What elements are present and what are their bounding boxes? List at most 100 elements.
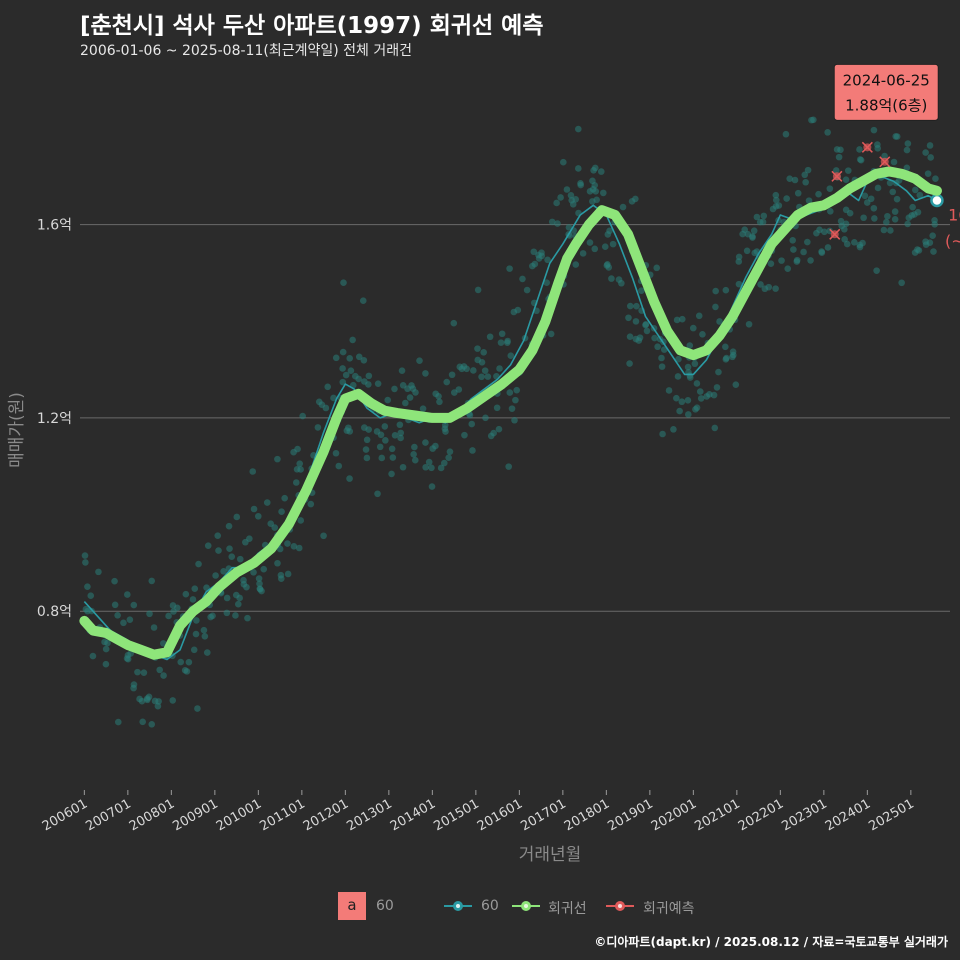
transaction-point: [212, 572, 219, 579]
transaction-point: [503, 339, 511, 346]
transaction-point: [658, 363, 666, 370]
x-tick-label: 202201: [736, 796, 786, 834]
transaction-point: [600, 189, 607, 197]
transaction-point: [632, 318, 640, 325]
transaction-point: [233, 513, 241, 521]
transaction-point: [104, 639, 111, 647]
transaction-point: [891, 215, 899, 223]
transaction-point: [824, 244, 832, 251]
transaction-point: [146, 610, 153, 618]
transaction-point: [924, 170, 932, 177]
transaction-point: [844, 167, 852, 174]
transaction-point: [842, 176, 850, 183]
transaction-point: [543, 279, 551, 286]
transaction-point: [124, 651, 132, 659]
transaction-point: [484, 373, 492, 380]
transaction-point: [873, 267, 880, 274]
transaction-point: [557, 194, 564, 201]
transaction-point: [399, 463, 407, 471]
transaction-point: [529, 262, 536, 270]
transaction-point: [292, 479, 300, 486]
transaction-point: [278, 508, 285, 516]
transaction-point: [478, 359, 486, 366]
transaction-point: [632, 195, 639, 203]
latest-point-marker: [930, 193, 944, 208]
transaction-point: [605, 264, 613, 271]
transaction-point: [307, 500, 315, 508]
transaction-point: [697, 395, 705, 402]
transaction-point: [340, 279, 347, 287]
transaction-point: [84, 583, 91, 590]
transaction-point: [887, 227, 894, 234]
transaction-point: [255, 575, 263, 582]
transaction-point: [908, 212, 916, 219]
transaction-point: [761, 285, 769, 293]
transaction-point: [860, 214, 867, 222]
transaction-point: [859, 239, 866, 247]
x-tick-label: 201001: [214, 796, 264, 834]
transaction-point: [388, 445, 396, 453]
transaction-point: [638, 287, 645, 294]
transaction-point: [352, 372, 359, 380]
transaction-point: [246, 535, 253, 542]
transaction-point: [342, 371, 350, 379]
transaction-point: [194, 705, 201, 712]
transaction-point: [519, 275, 526, 283]
transaction-point: [782, 130, 790, 138]
transaction-point: [402, 399, 409, 407]
transaction-point: [347, 367, 355, 375]
transaction-point: [398, 367, 406, 375]
x-tick-label: 201901: [605, 796, 655, 834]
transaction-point: [391, 432, 399, 439]
transaction-point: [884, 212, 891, 220]
transaction-point: [365, 426, 372, 433]
transaction-point: [478, 373, 485, 381]
transaction-point: [495, 425, 503, 433]
transaction-point: [592, 188, 600, 195]
transaction-point: [511, 416, 518, 424]
transaction-point: [783, 195, 790, 202]
transaction-point: [626, 333, 634, 340]
x-tick-label: 201801: [562, 796, 612, 834]
transaction-point: [339, 365, 346, 372]
transaction-point: [904, 140, 912, 147]
transaction-point: [735, 253, 743, 261]
transaction-point: [260, 565, 268, 573]
transaction-point: [189, 596, 197, 603]
transaction-point: [692, 406, 699, 413]
transaction-point: [160, 672, 167, 679]
transaction-point: [498, 330, 506, 338]
transaction-point: [470, 367, 477, 374]
transaction-point: [140, 669, 148, 676]
transaction-point: [711, 424, 719, 432]
transaction-point: [703, 393, 711, 400]
transaction-point: [929, 232, 936, 239]
transaction-point: [915, 247, 923, 254]
transaction-point: [455, 386, 463, 393]
transaction-point: [821, 228, 828, 236]
transaction-point: [632, 335, 640, 343]
transaction-point: [130, 601, 138, 609]
transaction-point: [710, 391, 718, 399]
transaction-point: [481, 367, 489, 374]
transaction-point: [363, 454, 371, 462]
tooltip-price: 1.88억(6층): [845, 96, 927, 114]
transaction-point: [256, 580, 263, 587]
y-tick-label: 1.2억: [37, 411, 72, 427]
transaction-point: [837, 146, 844, 154]
transaction-point: [440, 459, 448, 467]
transaction-point: [284, 570, 292, 578]
x-tick-label: 202501: [866, 796, 916, 834]
transaction-point: [867, 195, 875, 203]
transaction-point: [165, 612, 172, 620]
transaction-point: [397, 429, 405, 437]
transaction-point: [182, 590, 190, 598]
transaction-point: [297, 517, 305, 524]
transaction-point: [114, 718, 122, 726]
max-price-tooltip: [833, 63, 939, 121]
transaction-point: [922, 149, 929, 156]
transaction-point: [604, 231, 612, 238]
transaction-point: [932, 175, 939, 183]
transaction-point: [789, 236, 797, 244]
transaction-point: [890, 158, 898, 166]
